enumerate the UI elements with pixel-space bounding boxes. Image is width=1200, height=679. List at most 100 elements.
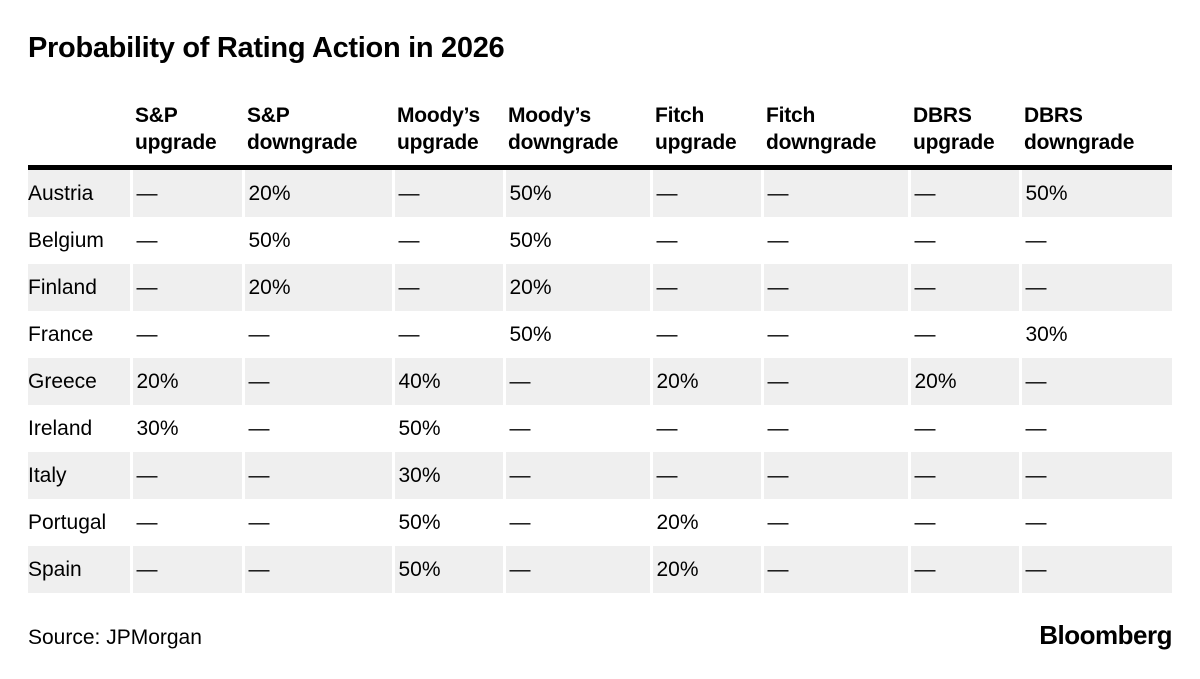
value-cell: 20% [502,264,651,312]
rating-probability-table: S&P upgrade S&P downgrade Moody’s upgrade Mood… [28,99,1172,594]
value-cell: — [502,546,651,594]
value-cell: — [391,167,504,218]
value-cell: 20% [649,358,762,406]
country-cell: Finland [28,275,97,299]
table-row: Italy — —30% — — — — — [28,452,1172,500]
value-cell: — [502,499,651,547]
value-cell: — [760,311,909,359]
value-cell: 20% [129,358,243,406]
value-cell: — [391,217,504,265]
value-cell: 50% [391,405,504,453]
value-cell: — [649,167,762,218]
country-cell: Belgium [28,228,104,252]
value-cell: — [760,217,909,265]
table-row: Austria —20% —50% — — —50% [28,167,1172,218]
value-cell: — [241,499,393,547]
country-cell: Spain [28,557,82,581]
table-row: Greece 20% —40% —20% —20% — [28,358,1172,406]
value-cell: — [907,264,1020,312]
value-cell: — [760,167,909,218]
value-cell: — [241,358,393,406]
country-cell: France [28,322,94,346]
value-cell: — [391,264,504,312]
column-header: Fitch upgrade [651,99,762,171]
value-cell: 50% [1018,167,1172,218]
table-row: Spain — —50% —20% — — — [28,546,1172,594]
value-cell: 20% [241,264,393,312]
column-header: DBRS upgrade [909,99,1020,171]
value-cell: — [760,358,909,406]
value-cell: — [907,546,1020,594]
value-cell: — [1018,499,1172,547]
value-cell: 30% [391,452,504,500]
value-cell: — [502,405,651,453]
value-cell: — [1018,358,1172,406]
value-cell: — [907,499,1020,547]
value-cell: — [241,452,393,500]
value-cell: — [1018,546,1172,594]
column-header: Moody’s downgrade [504,99,651,171]
value-cell: 20% [241,167,393,218]
value-cell: — [1018,405,1172,453]
value-cell: — [649,217,762,265]
value-cell: 50% [502,217,651,265]
corner-cell [28,99,131,171]
country-cell: Portugal [28,510,107,534]
value-cell: — [241,311,393,359]
column-header: S&P upgrade [131,99,243,171]
table-row: Portugal — —50% —20% — — — [28,499,1172,547]
footer: Source: JPMorgan Bloomberg [28,620,1172,651]
column-header: Moody’s upgrade [393,99,504,171]
value-cell: — [129,217,243,265]
value-cell: 40% [391,358,504,406]
header-row: S&P upgrade S&P downgrade Moody’s upgrade Mood… [28,99,1172,171]
value-cell: — [129,452,243,500]
value-cell: — [760,405,909,453]
value-cell: — [1018,264,1172,312]
value-cell: — [649,264,762,312]
value-cell: — [649,405,762,453]
bloomberg-logo: Bloomberg [1039,620,1172,651]
value-cell: — [649,452,762,500]
value-cell: 50% [502,311,651,359]
value-cell: 20% [649,499,762,547]
page-title: Probability of Rating Action in 2026 [28,32,505,64]
value-cell: 50% [391,499,504,547]
column-header: DBRS downgrade [1020,99,1172,171]
column-header: Fitch downgrade [762,99,909,171]
table-row: Ireland 30% —50% — — — — — [28,405,1172,453]
value-cell: — [1018,217,1172,265]
value-cell: — [760,546,909,594]
value-cell: — [502,358,651,406]
table-body: Austria —20% —50% — — —50% Belgium —50% —50% — — — —… [28,167,1172,594]
table-row: Belgium —50% —50% — — — — [28,217,1172,265]
value-cell: — [241,405,393,453]
value-cell: — [907,405,1020,453]
country-cell: Greece [28,369,97,393]
value-cell: 30% [129,405,243,453]
value-cell: — [907,167,1020,218]
value-cell: — [760,264,909,312]
value-cell: 50% [391,546,504,594]
value-cell: — [1018,452,1172,500]
value-cell: — [649,311,762,359]
value-cell: — [129,546,243,594]
value-cell: — [760,452,909,500]
column-header: S&P downgrade [243,99,393,171]
value-cell: 20% [907,358,1020,406]
value-cell: 50% [241,217,393,265]
country-cell: Austria [28,181,94,205]
value-cell: 20% [649,546,762,594]
country-cell: Ireland [28,416,93,440]
source-attribution: Source: JPMorgan [28,626,202,650]
value-cell: — [129,499,243,547]
value-cell: — [907,217,1020,265]
value-cell: — [241,546,393,594]
value-cell: — [129,167,243,218]
table-row: Finland —20% —20% — — — — [28,264,1172,312]
value-cell: — [502,452,651,500]
value-cell: — [907,452,1020,500]
value-cell: 50% [502,167,651,218]
country-cell: Italy [28,463,67,487]
